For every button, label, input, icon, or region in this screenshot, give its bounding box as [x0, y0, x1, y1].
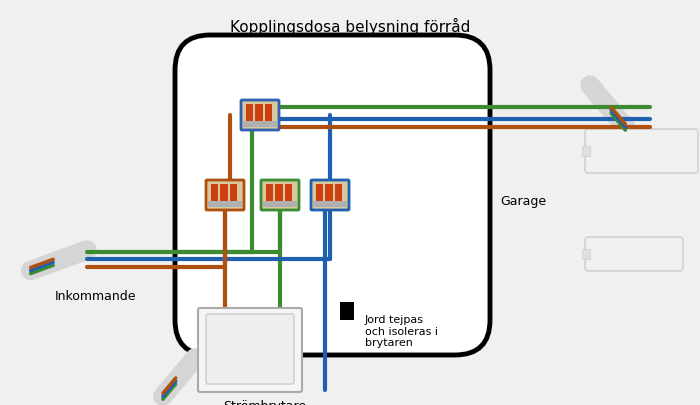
Text: Garage: Garage — [500, 195, 546, 208]
Bar — [582, 249, 590, 259]
Bar — [243, 121, 277, 127]
Bar — [256, 104, 262, 126]
Bar — [266, 184, 273, 206]
Text: Jord tejpas
och isoleras i
brytaren: Jord tejpas och isoleras i brytaren — [365, 315, 438, 348]
Bar — [230, 184, 237, 206]
Bar — [246, 104, 253, 126]
Text: Strömbrytare: Strömbrytare — [223, 400, 307, 405]
FancyBboxPatch shape — [261, 180, 299, 210]
FancyBboxPatch shape — [241, 100, 279, 130]
FancyBboxPatch shape — [198, 308, 302, 392]
Bar — [582, 146, 590, 156]
Bar — [326, 184, 332, 206]
FancyBboxPatch shape — [585, 129, 698, 173]
Bar — [263, 201, 297, 207]
Text: Inkommande: Inkommande — [55, 290, 136, 303]
Bar — [340, 302, 354, 320]
Bar — [208, 201, 242, 207]
Bar — [313, 201, 347, 207]
Bar — [211, 184, 218, 206]
Bar — [316, 184, 323, 206]
FancyBboxPatch shape — [206, 314, 294, 384]
Bar — [285, 184, 292, 206]
Bar — [335, 184, 342, 206]
Bar — [275, 184, 283, 206]
FancyBboxPatch shape — [585, 237, 683, 271]
Bar — [265, 104, 272, 126]
FancyBboxPatch shape — [206, 180, 244, 210]
Bar — [220, 184, 228, 206]
Text: Kopplingsdosa belysning förråd: Kopplingsdosa belysning förråd — [230, 18, 470, 35]
FancyBboxPatch shape — [311, 180, 349, 210]
FancyBboxPatch shape — [175, 35, 490, 355]
